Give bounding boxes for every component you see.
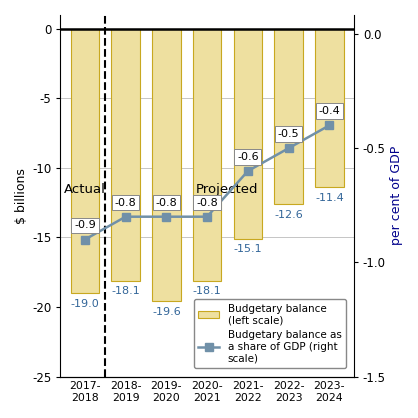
Text: -0.8: -0.8: [115, 198, 137, 208]
Bar: [274, 29, 303, 204]
Text: -0.8: -0.8: [155, 198, 177, 208]
Text: -18.1: -18.1: [193, 286, 222, 296]
Y-axis label: per cent of GDP: per cent of GDP: [390, 146, 403, 245]
Text: -0.6: -0.6: [237, 152, 259, 162]
Text: -12.6: -12.6: [274, 210, 303, 220]
Text: -19.6: -19.6: [152, 307, 181, 317]
Text: -15.1: -15.1: [234, 245, 262, 255]
Bar: [315, 29, 344, 187]
Text: -0.5: -0.5: [278, 129, 299, 139]
Text: -0.4: -0.4: [319, 106, 340, 116]
Bar: [71, 29, 99, 293]
Bar: [234, 29, 262, 239]
Y-axis label: $ billions: $ billions: [15, 168, 28, 224]
Text: -0.8: -0.8: [196, 198, 218, 208]
Text: -11.4: -11.4: [315, 193, 344, 203]
Text: Projected: Projected: [196, 183, 259, 196]
Bar: [152, 29, 181, 301]
Bar: [111, 29, 140, 280]
Legend: Budgetary balance
(left scale), Budgetary balance as
a share of GDP (right
scale: Budgetary balance (left scale), Budgetar…: [194, 299, 346, 368]
Text: -18.1: -18.1: [111, 286, 140, 296]
Text: Actual: Actual: [64, 183, 106, 196]
Text: -19.0: -19.0: [71, 299, 99, 308]
Bar: [193, 29, 222, 280]
Text: -0.9: -0.9: [74, 220, 96, 230]
